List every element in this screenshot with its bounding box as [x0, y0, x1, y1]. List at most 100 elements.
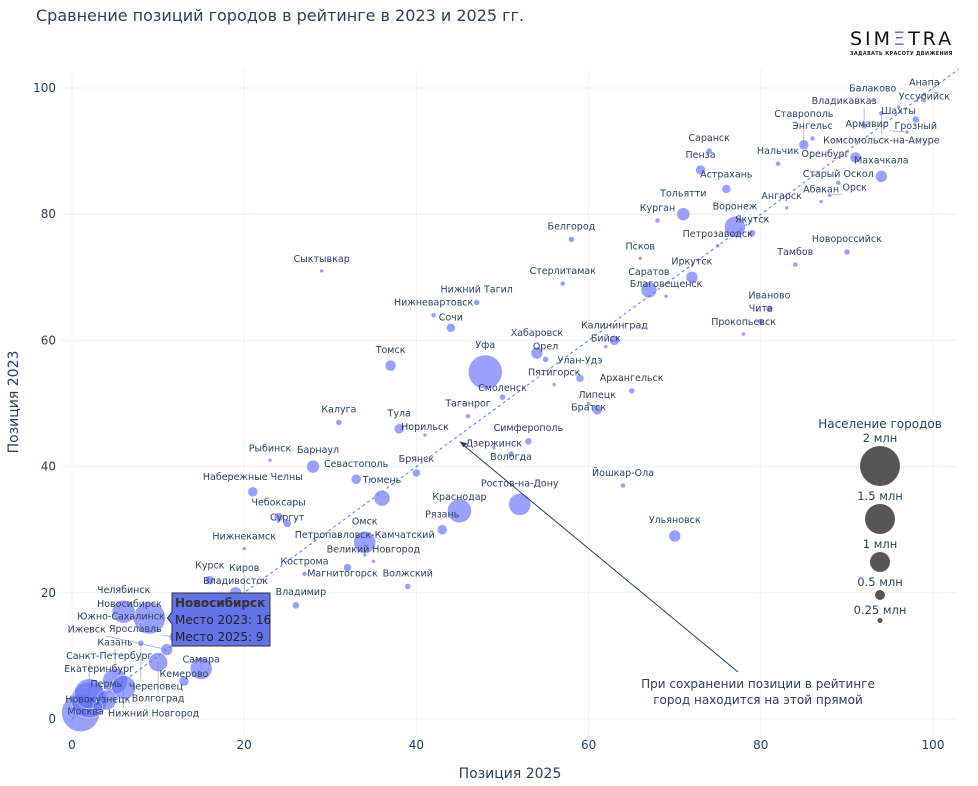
- data-point[interactable]: [575, 374, 585, 383]
- data-point[interactable]: [676, 207, 691, 221]
- data-point[interactable]: [189, 657, 213, 680]
- data-point[interactable]: [586, 401, 591, 406]
- data-point[interactable]: [301, 571, 308, 577]
- data-point[interactable]: [148, 652, 168, 672]
- data-point[interactable]: [247, 486, 259, 498]
- point-label: Стерлитамак: [530, 266, 597, 277]
- data-point[interactable]: [283, 519, 292, 528]
- data-point[interactable]: [465, 413, 471, 419]
- data-point[interactable]: [568, 236, 575, 243]
- data-point[interactable]: [371, 559, 376, 564]
- data-point[interactable]: [741, 331, 746, 337]
- data-point[interactable]: [343, 563, 352, 572]
- x-axis-title: Позиция 2025: [459, 766, 562, 782]
- data-point[interactable]: [160, 643, 173, 656]
- data-point[interactable]: [798, 139, 810, 151]
- data-point[interactable]: [818, 199, 824, 204]
- data-point[interactable]: [524, 437, 533, 446]
- data-point[interactable]: [499, 393, 506, 401]
- data-point[interactable]: [446, 323, 456, 333]
- data-point[interactable]: [922, 92, 927, 97]
- data-point[interactable]: [507, 450, 515, 458]
- data-point[interactable]: [335, 419, 343, 426]
- data-point[interactable]: [430, 312, 437, 318]
- data-point[interactable]: [373, 489, 391, 507]
- data-point[interactable]: [319, 268, 324, 274]
- data-point[interactable]: [695, 164, 706, 176]
- data-point[interactable]: [835, 179, 842, 186]
- data-point[interactable]: [705, 147, 713, 155]
- data-point[interactable]: [620, 482, 626, 489]
- data-point[interactable]: [92, 701, 104, 712]
- data-point[interactable]: [640, 281, 658, 299]
- data-point[interactable]: [784, 205, 789, 211]
- point-label: Екатеринбург: [64, 664, 134, 675]
- data-point[interactable]: [292, 601, 300, 610]
- data-point[interactable]: [404, 583, 412, 590]
- data-point[interactable]: [111, 675, 136, 700]
- data-point[interactable]: [137, 640, 145, 647]
- data-point[interactable]: [715, 243, 720, 248]
- data-point[interactable]: [922, 98, 927, 103]
- data-point[interactable]: [273, 512, 284, 522]
- data-point[interactable]: [724, 216, 746, 238]
- data-point[interactable]: [809, 135, 816, 142]
- data-point[interactable]: [447, 498, 472, 524]
- data-point[interactable]: [721, 184, 732, 194]
- data-point[interactable]: [860, 122, 868, 130]
- data-point[interactable]: [638, 256, 643, 261]
- data-point[interactable]: [178, 675, 190, 687]
- data-point[interactable]: [412, 468, 421, 478]
- data-point[interactable]: [591, 404, 603, 416]
- size-legend-circle: [870, 552, 890, 572]
- data-point[interactable]: [748, 229, 756, 237]
- point-label: Нижний Новгород: [108, 708, 200, 719]
- data-point[interactable]: [792, 261, 798, 268]
- data-point[interactable]: [609, 335, 620, 346]
- data-point[interactable]: [241, 546, 247, 551]
- data-point[interactable]: [551, 382, 557, 387]
- data-point[interactable]: [473, 299, 480, 306]
- data-point[interactable]: [393, 423, 405, 434]
- data-point[interactable]: [111, 599, 136, 624]
- point-label: Псков: [625, 241, 655, 252]
- data-point[interactable]: [350, 473, 362, 485]
- data-point[interactable]: [306, 459, 320, 474]
- data-point[interactable]: [628, 387, 635, 395]
- data-point[interactable]: [491, 445, 497, 450]
- data-point[interactable]: [775, 160, 781, 167]
- data-point[interactable]: [849, 151, 862, 164]
- point-label: Магнитогорск: [307, 569, 378, 580]
- data-point[interactable]: [668, 529, 681, 543]
- data-point[interactable]: [912, 115, 920, 124]
- data-point[interactable]: [765, 305, 774, 313]
- data-point[interactable]: [827, 193, 832, 198]
- data-point[interactable]: [530, 346, 544, 360]
- point-label: Уфа: [475, 340, 495, 351]
- data-point[interactable]: [422, 432, 428, 438]
- data-point[interactable]: [878, 110, 885, 116]
- data-point[interactable]: [685, 271, 699, 284]
- data-point[interactable]: [757, 318, 765, 325]
- tooltip-line: Место 2025: 9: [175, 630, 264, 644]
- data-point[interactable]: [875, 170, 888, 183]
- data-point[interactable]: [843, 248, 851, 256]
- data-point[interactable]: [603, 344, 609, 349]
- data-point[interactable]: [436, 524, 448, 535]
- data-point[interactable]: [267, 458, 273, 463]
- data-point[interactable]: [870, 98, 875, 103]
- data-point[interactable]: [560, 280, 566, 287]
- data-point[interactable]: [138, 622, 144, 627]
- data-point[interactable]: [205, 575, 215, 585]
- data-point[interactable]: [904, 129, 910, 135]
- data-point[interactable]: [362, 552, 367, 558]
- data-point[interactable]: [508, 493, 531, 516]
- data-point[interactable]: [654, 217, 661, 224]
- point-label: Череповец: [129, 681, 184, 692]
- data-point[interactable]: [542, 356, 549, 363]
- data-point[interactable]: [663, 293, 669, 299]
- data-point[interactable]: [468, 354, 503, 390]
- data-point[interactable]: [384, 359, 397, 372]
- data-point[interactable]: [896, 104, 901, 110]
- point-label: Братск: [571, 403, 606, 414]
